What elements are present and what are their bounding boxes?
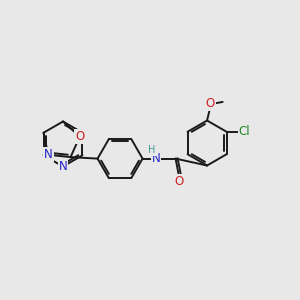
Text: O: O (75, 130, 84, 143)
Text: O: O (206, 97, 215, 110)
Text: N: N (152, 152, 161, 165)
Text: H: H (148, 145, 156, 155)
Text: Cl: Cl (239, 125, 250, 138)
Text: N: N (44, 148, 52, 161)
Text: O: O (175, 175, 184, 188)
Text: N: N (58, 160, 68, 173)
